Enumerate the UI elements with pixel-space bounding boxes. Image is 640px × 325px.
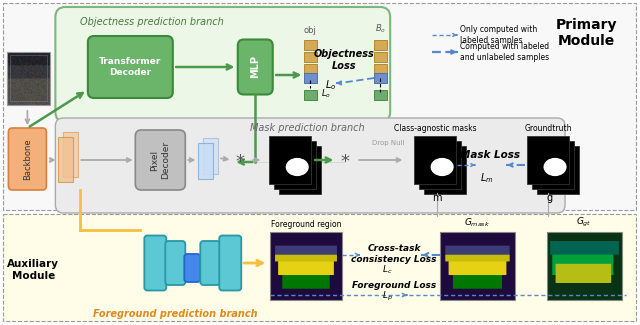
- Text: $L_c$: $L_c$: [382, 264, 392, 276]
- FancyBboxPatch shape: [56, 7, 390, 122]
- Text: Objectness
Loss: Objectness Loss: [314, 49, 374, 71]
- Text: Computed with labeled
and unlabeled samples: Computed with labeled and unlabeled samp…: [460, 42, 549, 62]
- FancyBboxPatch shape: [165, 241, 186, 285]
- FancyBboxPatch shape: [88, 36, 173, 98]
- Bar: [419, 141, 461, 189]
- Text: $L_p$: $L_p$: [382, 290, 392, 303]
- Text: Foreground Loss: Foreground Loss: [352, 281, 436, 291]
- Bar: [10, 55, 47, 101]
- Text: Foreground region: Foreground region: [271, 220, 342, 229]
- Text: Drop Null: Drop Null: [372, 140, 404, 146]
- Text: Class-agnostic masks: Class-agnostic masks: [394, 124, 476, 133]
- Text: Mask Loss: Mask Loss: [460, 150, 520, 160]
- Text: $G_{mask}$: $G_{mask}$: [464, 216, 490, 229]
- Bar: [414, 136, 456, 184]
- Bar: [532, 141, 574, 189]
- Text: g: g: [547, 193, 553, 203]
- Bar: [304, 64, 317, 74]
- Bar: [537, 146, 579, 194]
- Text: Objectness prediction branch: Objectness prediction branch: [81, 17, 224, 27]
- Bar: [3, 214, 636, 321]
- FancyBboxPatch shape: [56, 118, 565, 213]
- Bar: [204, 138, 218, 174]
- FancyBboxPatch shape: [184, 254, 200, 282]
- Text: *: *: [340, 153, 349, 171]
- Bar: [424, 146, 466, 194]
- Text: MLP: MLP: [250, 56, 260, 79]
- Bar: [269, 136, 311, 184]
- Ellipse shape: [285, 158, 308, 176]
- Text: m: m: [433, 193, 442, 203]
- Bar: [374, 64, 387, 74]
- FancyBboxPatch shape: [200, 241, 220, 285]
- Bar: [374, 73, 387, 83]
- Text: Backbone: Backbone: [23, 138, 32, 180]
- Text: Foreground prediction branch: Foreground prediction branch: [93, 309, 258, 319]
- Text: $L_o$: $L_o$: [324, 78, 336, 92]
- Text: Primary
Module: Primary Module: [556, 18, 617, 48]
- Bar: [63, 132, 78, 177]
- Bar: [198, 143, 213, 179]
- Bar: [304, 90, 317, 100]
- Bar: [275, 141, 316, 189]
- Text: $L_o$: $L_o$: [321, 87, 332, 99]
- Bar: [440, 232, 515, 300]
- Bar: [374, 40, 387, 50]
- Bar: [8, 52, 51, 105]
- Text: Cross-task
consistency Loss: Cross-task consistency Loss: [351, 244, 437, 264]
- Text: obj: obj: [304, 26, 317, 35]
- Bar: [527, 136, 569, 184]
- Text: Transformer
Decoder: Transformer Decoder: [99, 57, 161, 77]
- FancyBboxPatch shape: [238, 40, 273, 95]
- Text: $G_{gt}$: $G_{gt}$: [576, 216, 592, 229]
- Text: Groundtruth: Groundtruth: [524, 124, 572, 133]
- Text: Pixel
Decoder: Pixel Decoder: [150, 141, 170, 179]
- Bar: [374, 90, 387, 100]
- Bar: [304, 52, 317, 62]
- Ellipse shape: [543, 158, 566, 176]
- Bar: [3, 3, 636, 210]
- Text: *: *: [236, 153, 244, 171]
- FancyBboxPatch shape: [8, 128, 46, 190]
- FancyBboxPatch shape: [145, 236, 166, 291]
- Bar: [304, 73, 317, 83]
- FancyBboxPatch shape: [220, 236, 241, 291]
- Text: Mask prediction branch: Mask prediction branch: [250, 123, 365, 133]
- Text: $L_m$: $L_m$: [481, 171, 494, 185]
- FancyBboxPatch shape: [135, 130, 186, 190]
- Bar: [58, 137, 74, 182]
- Bar: [279, 146, 321, 194]
- Bar: [374, 52, 387, 62]
- Ellipse shape: [431, 158, 454, 176]
- Bar: [304, 40, 317, 50]
- Bar: [270, 232, 342, 300]
- Text: Only computed with
labeled samples: Only computed with labeled samples: [460, 25, 538, 45]
- Text: $B_o$: $B_o$: [374, 22, 386, 35]
- Bar: [547, 232, 622, 300]
- Text: Auxiliary
Module: Auxiliary Module: [8, 259, 60, 281]
